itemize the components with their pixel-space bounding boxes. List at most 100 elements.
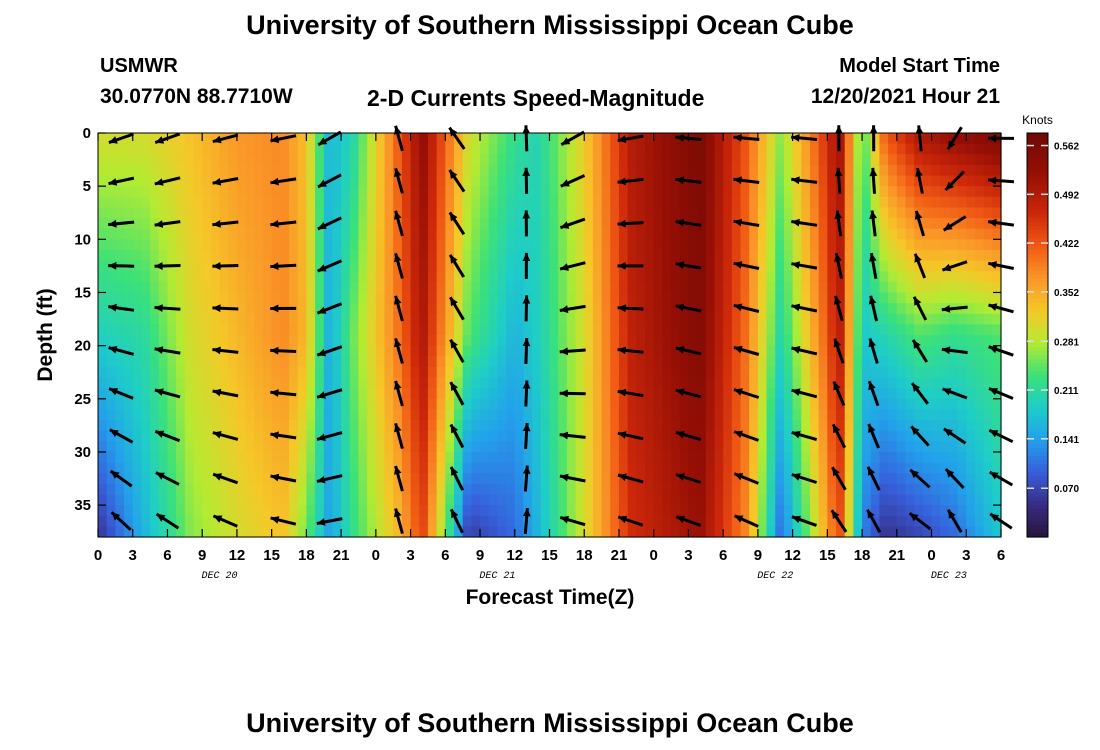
speed-cell [575, 356, 585, 368]
speed-cell [202, 324, 212, 336]
speed-cell [132, 356, 143, 368]
speed-cell [262, 239, 273, 251]
speed-cell [184, 494, 195, 506]
speed-cell [749, 388, 759, 400]
speed-cell [306, 345, 316, 357]
speed-cell [315, 505, 325, 517]
speed-cell [471, 186, 481, 198]
speed-cell [697, 154, 707, 166]
speed-cell [679, 483, 690, 496]
speed-cell [757, 143, 768, 155]
speed-cell [315, 313, 325, 325]
speed-cell [723, 420, 733, 432]
speed-cell [592, 356, 603, 368]
speed-cell [836, 441, 846, 453]
speed-cell [836, 451, 846, 464]
speed-cell [957, 409, 967, 421]
speed-cell [671, 420, 681, 432]
speed-cell [714, 451, 724, 464]
speed-cell [592, 196, 603, 209]
speed-cell [506, 494, 516, 506]
speed-cell [514, 313, 525, 325]
speed-cell [992, 473, 1002, 485]
speed-cell [297, 143, 307, 155]
speed-cell [132, 196, 143, 209]
speed-cell [480, 430, 490, 442]
speed-cell [488, 313, 498, 325]
speed-cell [905, 281, 915, 294]
speed-cell [601, 505, 611, 517]
speed-cell [98, 218, 108, 230]
speed-cell [202, 303, 212, 315]
speed-cell [193, 292, 203, 304]
speed-cell [757, 164, 768, 177]
speed-cell [749, 377, 759, 389]
speed-cell [662, 473, 672, 485]
speed-cell [662, 430, 672, 442]
speed-cell [150, 366, 160, 379]
speed-cell [228, 186, 238, 198]
colorbar-segment [1027, 468, 1048, 473]
speed-cell [367, 483, 377, 496]
speed-cell [966, 377, 976, 389]
speed-cell [844, 175, 854, 187]
speed-cell [931, 441, 941, 453]
speed-cell [610, 377, 620, 389]
speed-cell [844, 505, 854, 517]
y-tick-label: 10 [74, 231, 91, 248]
speed-cell [236, 473, 247, 485]
speed-cell [757, 505, 768, 517]
speed-cell [827, 281, 837, 294]
speed-cell [853, 483, 863, 496]
speed-cell [315, 430, 325, 442]
speed-cell [306, 281, 316, 294]
speed-cell [983, 313, 993, 325]
speed-cell [792, 451, 802, 464]
speed-cell [132, 441, 143, 453]
speed-cell [905, 313, 915, 325]
speed-cell [879, 324, 889, 336]
speed-cell [957, 186, 967, 198]
speed-cell [983, 249, 993, 262]
speed-cell [714, 207, 724, 219]
speed-cell [297, 398, 307, 411]
speed-cell [141, 260, 151, 272]
speed-cell [983, 239, 993, 251]
speed-cell [645, 164, 655, 177]
speed-cell [150, 345, 160, 357]
speed-cell [905, 133, 915, 145]
speed-cell [584, 420, 594, 432]
speed-cell [627, 186, 637, 198]
speed-cell [523, 451, 533, 464]
speed-cell [367, 281, 377, 294]
speed-cell [714, 186, 724, 198]
speed-cell [827, 483, 837, 496]
speed-cell [662, 249, 672, 262]
speed-cell [731, 473, 742, 485]
speed-cell [410, 228, 420, 240]
speed-cell [983, 228, 993, 240]
speed-cell [870, 281, 881, 294]
speed-cell [697, 133, 707, 145]
speed-cell [862, 292, 872, 304]
speed-cell [809, 356, 820, 368]
speed-cell [731, 483, 742, 496]
speed-cell [827, 175, 837, 187]
speed-cell [592, 228, 603, 240]
speed-cell [419, 430, 429, 442]
speed-cell [940, 473, 950, 485]
speed-cell [809, 366, 820, 379]
speed-cell [150, 186, 160, 198]
speed-cell [323, 409, 334, 421]
speed-cell [375, 292, 386, 304]
speed-cell [966, 154, 976, 166]
speed-cell [584, 175, 594, 187]
speed-cell [705, 388, 716, 400]
speed-cell [245, 483, 255, 496]
speed-cell [150, 196, 160, 209]
speed-cell [341, 164, 351, 177]
speed-cell [627, 207, 637, 219]
speed-cell [792, 505, 802, 517]
current-arrow [270, 177, 297, 186]
speed-cell [532, 441, 542, 453]
